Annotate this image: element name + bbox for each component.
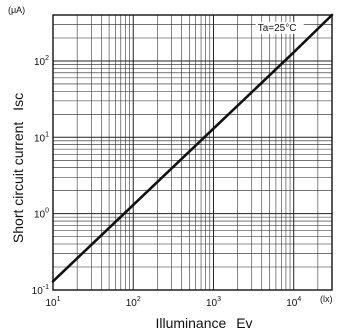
x-axis-symbol: Ev: [236, 315, 252, 331]
y-axis-label: Short circuit current Isc: [10, 93, 26, 243]
y-tick-label: 101: [34, 131, 49, 144]
x-tick-label: 103: [206, 296, 221, 309]
y-axis-title: Short circuit current: [10, 122, 26, 243]
annotation-background: [255, 21, 304, 34]
y-unit-label: (μA): [8, 5, 25, 15]
y-tick-label: 100: [34, 208, 49, 221]
x-axis-title: Illuminance: [155, 315, 226, 331]
x-tick-label: 102: [126, 296, 141, 309]
plot-frame: [52, 14, 333, 291]
y-axis-symbol: Isc: [10, 93, 26, 111]
x-tick-label: 104: [286, 296, 301, 309]
y-tick-label: 102: [34, 55, 49, 68]
tick-labels: 101 102 103 104 10-1 100 101 102: [32, 55, 302, 309]
annotations: Ta=25°C: [255, 21, 304, 34]
isc-curve-0: [51, 13, 334, 283]
x-unit-label: (lx): [320, 294, 333, 304]
y-tick-label: 10-1: [32, 284, 49, 297]
annotation-label: Ta=25°C: [258, 23, 297, 34]
x-axis-label: Illuminance Ev: [155, 315, 252, 331]
series-layer: [51, 13, 334, 283]
x-tick-label: 101: [45, 296, 60, 309]
